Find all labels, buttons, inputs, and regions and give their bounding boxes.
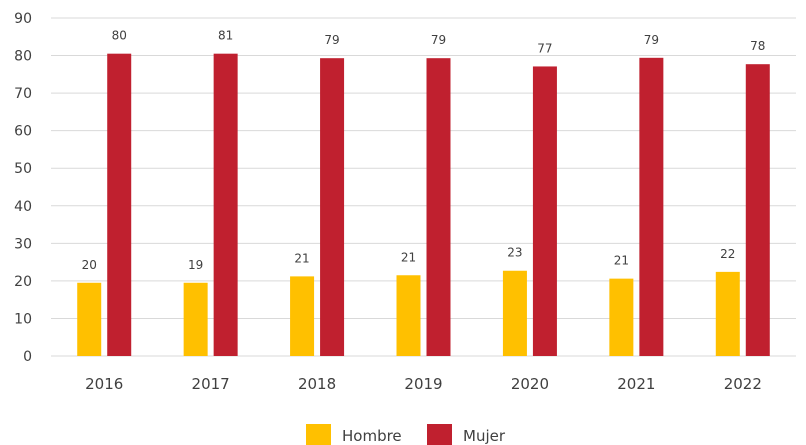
y-tick-label: 10 xyxy=(14,311,32,327)
bar-hombre-2017 xyxy=(183,282,208,356)
y-tick-label: 0 xyxy=(23,349,32,365)
legend-swatch-mujer xyxy=(427,424,452,445)
data-label-mujer-2021: 79 xyxy=(644,33,659,47)
y-tick-label: 30 xyxy=(14,236,32,252)
bar-mujer-2020 xyxy=(532,66,557,357)
bars xyxy=(77,53,770,357)
bar-hombre-2021 xyxy=(609,278,634,356)
bar-mujer-2017 xyxy=(213,53,238,357)
y-tick-label: 70 xyxy=(14,86,32,102)
bar-hombre-2016 xyxy=(77,282,102,356)
data-label-hombre-2017: 19 xyxy=(188,258,203,272)
data-labels: 20 80 19 81 21 79 21 79 23 77 21 79 22 78 xyxy=(82,29,766,272)
x-tick-label: 2017 xyxy=(192,375,230,393)
x-tick-label: 2020 xyxy=(511,375,549,393)
y-tick-label: 20 xyxy=(14,274,32,290)
data-label-hombre-2016: 20 xyxy=(82,258,97,272)
x-tick-label: 2018 xyxy=(298,375,336,393)
y-axis: 0 10 20 30 40 50 60 70 80 90 xyxy=(14,11,32,365)
y-tick-label: 90 xyxy=(14,11,32,27)
bar-mujer-2016 xyxy=(107,53,132,357)
legend-swatch-hombre xyxy=(306,424,331,445)
y-tick-label: 80 xyxy=(14,49,32,65)
bar-mujer-2022 xyxy=(745,64,770,357)
legend-label-hombre: Hombre xyxy=(342,427,402,445)
legend: Hombre Mujer xyxy=(306,424,506,445)
legend-label-mujer: Mujer xyxy=(463,427,506,445)
y-tick-label: 60 xyxy=(14,124,32,140)
data-label-hombre-2021: 21 xyxy=(614,254,629,268)
data-label-mujer-2019: 79 xyxy=(431,33,446,47)
bar-mujer-2018 xyxy=(320,58,345,356)
x-tick-label: 2019 xyxy=(404,375,442,393)
bar-hombre-2019 xyxy=(396,275,421,356)
y-tick-label: 50 xyxy=(14,161,32,177)
x-axis: 2016 2017 2018 2019 2020 2021 2022 xyxy=(85,375,762,393)
data-label-hombre-2019: 21 xyxy=(401,250,416,264)
gridlines xyxy=(51,17,796,357)
data-label-mujer-2020: 77 xyxy=(537,41,552,55)
data-label-mujer-2018: 79 xyxy=(324,33,339,47)
y-tick-label: 40 xyxy=(14,199,32,215)
data-label-hombre-2022: 22 xyxy=(720,247,735,261)
data-label-mujer-2017: 81 xyxy=(218,29,233,43)
bar-hombre-2020 xyxy=(502,270,527,356)
data-label-hombre-2018: 21 xyxy=(294,251,309,265)
x-tick-label: 2022 xyxy=(724,375,762,393)
data-label-mujer-2022: 78 xyxy=(750,39,765,53)
bar-mujer-2019 xyxy=(426,58,451,356)
data-label-hombre-2020: 23 xyxy=(507,246,522,260)
data-label-mujer-2016: 80 xyxy=(112,29,127,43)
bar-hombre-2018 xyxy=(290,276,315,356)
x-tick-label: 2021 xyxy=(617,375,655,393)
bar-mujer-2021 xyxy=(639,57,664,356)
x-tick-label: 2016 xyxy=(85,375,123,393)
bar-hombre-2022 xyxy=(715,271,740,356)
